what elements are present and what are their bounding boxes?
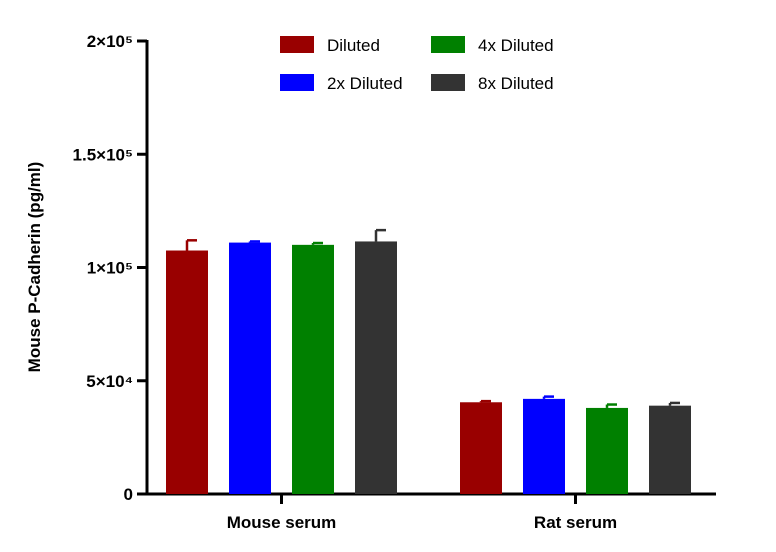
legend-label: Diluted [327,36,380,55]
legend-swatch [280,74,314,91]
bar [523,398,565,494]
y-tick-label: 0 [124,485,133,504]
y-axis-title: Mouse P-Cadherin (pg/ml) [25,162,44,373]
bar [586,407,628,494]
legend-swatch [280,36,314,53]
y-axis: 0 5×10⁴ 1×10⁵ 1.5×10⁵ 2×10⁵ [73,32,149,504]
bars [166,228,691,494]
legend-label: 8x Diluted [478,74,554,93]
y-tick-label: 1.5×10⁵ [73,145,133,164]
x-category-label: Rat serum [534,513,617,532]
legend-label: 4x Diluted [478,36,554,55]
y-tick-label: 5×10⁴ [86,372,133,391]
bar [649,405,691,494]
bar [460,402,502,494]
x-axis: Mouse serum Rat serum [145,492,716,532]
bar [355,241,397,494]
legend-swatch [431,36,465,53]
legend-label: 2x Diluted [327,74,403,93]
y-tick-label: 2×10⁵ [87,32,133,51]
bar [166,250,208,494]
legend: Diluted 2x Diluted 4x Diluted 8x Diluted [280,36,554,93]
y-tick-label: 1×10⁵ [87,259,133,278]
bar [292,244,334,494]
x-category-label: Mouse serum [227,513,337,532]
legend-swatch [431,74,465,91]
bar [229,242,271,494]
